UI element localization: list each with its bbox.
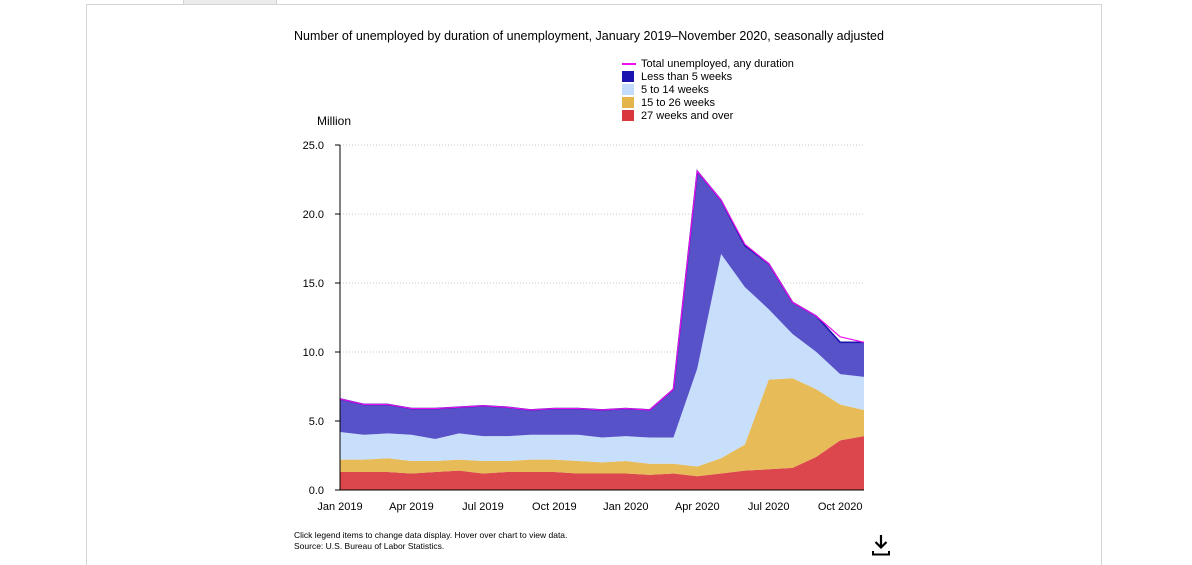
chart-legend: Total unemployed, any duration Less than… xyxy=(622,57,794,122)
legend-label-less-than-5-weeks: Less than 5 weeks xyxy=(641,70,733,83)
legend-label-5-to-14-weeks: 5 to 14 weeks xyxy=(641,83,709,96)
y-tick-label: 5.0 xyxy=(309,416,324,428)
legend-item-15-to-26-weeks[interactable]: 15 to 26 weeks xyxy=(622,96,794,109)
legend-item-less-than-5-weeks[interactable]: Less than 5 weeks xyxy=(622,70,794,83)
x-tick-label: Apr 2020 xyxy=(675,501,720,513)
legend-label-27-weeks-and-over: 27 weeks and over xyxy=(641,109,734,122)
download-icon[interactable] xyxy=(871,534,891,556)
y-tick-label: 15.0 xyxy=(303,278,324,290)
chart-title: Number of unemployed by duration of unem… xyxy=(294,29,884,43)
area-5-to-14-weeks xyxy=(340,254,864,467)
area-less-than-5-weeks xyxy=(340,171,864,439)
footnote-instructions: Click legend items to change data displa… xyxy=(294,530,568,540)
x-tick-label: Jan 2019 xyxy=(317,501,362,513)
y-tick-label: 10.0 xyxy=(303,347,324,359)
legend-label-total: Total unemployed, any duration xyxy=(641,57,794,70)
y-tick-label: 20.0 xyxy=(303,209,324,221)
legend-swatch-15-to-26-weeks xyxy=(622,97,634,108)
x-tick-label: Jul 2020 xyxy=(748,501,790,513)
legend-item-27-weeks-and-over[interactable]: 27 weeks and over xyxy=(622,109,794,122)
tab-stub[interactable] xyxy=(183,0,277,5)
legend-swatch-less-than-5-weeks xyxy=(622,71,634,82)
legend-item-5-to-14-weeks[interactable]: 5 to 14 weeks xyxy=(622,83,794,96)
legend-swatch-27-weeks-and-over xyxy=(622,110,634,121)
legend-swatch-5-to-14-weeks xyxy=(622,84,634,95)
area-15-to-26-weeks xyxy=(340,378,864,477)
footnote-source: Source: U.S. Bureau of Labor Statistics. xyxy=(294,541,445,551)
y-axis-unit-label: Million xyxy=(317,114,352,128)
chart-footnote: Click legend items to change data displa… xyxy=(294,530,567,552)
area-27-weeks-and-over xyxy=(340,436,864,490)
y-tick-label: 0.0 xyxy=(309,485,324,497)
x-tick-label: Oct 2020 xyxy=(818,501,863,513)
legend-label-15-to-26-weeks: 15 to 26 weeks xyxy=(641,96,715,109)
chart-panel xyxy=(86,4,1102,565)
legend-swatch-total xyxy=(622,62,636,65)
legend-item-total[interactable]: Total unemployed, any duration xyxy=(622,57,794,70)
y-tick-label: 25.0 xyxy=(303,140,324,152)
x-tick-label: Jan 2020 xyxy=(603,501,648,513)
x-tick-label: Jul 2019 xyxy=(462,501,504,513)
x-tick-label: Oct 2019 xyxy=(532,501,577,513)
x-tick-label: Apr 2019 xyxy=(389,501,434,513)
line-total-unemployed xyxy=(339,169,865,411)
